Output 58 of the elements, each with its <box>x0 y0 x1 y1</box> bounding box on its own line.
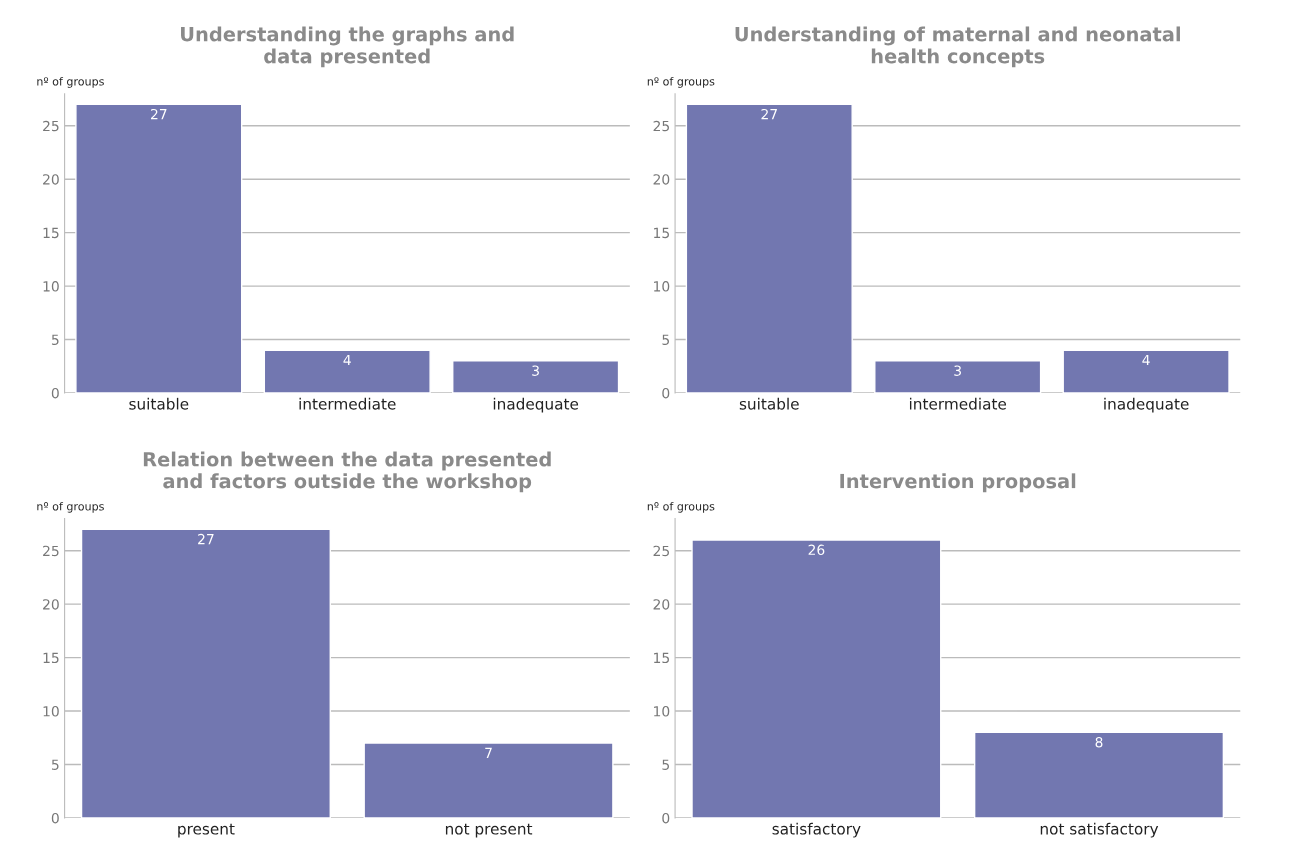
y-axis-title: nº of groups <box>37 501 104 513</box>
data-label: 3 <box>954 365 961 376</box>
y-axis-title: nº of groups <box>647 501 715 513</box>
y-tick-label: 5 <box>662 334 669 346</box>
data-label: 26 <box>808 544 825 556</box>
y-axis-title: nº of groups <box>647 76 715 88</box>
x-tick-label: not satisfactory <box>1040 822 1159 838</box>
y-tick-label: 20 <box>653 174 670 185</box>
y-tick-label: 10 <box>43 706 59 717</box>
x-tick-label: suitable <box>129 397 189 410</box>
bar <box>75 103 243 393</box>
x-tick-label: suitable <box>739 397 799 410</box>
bar <box>685 103 853 393</box>
y-tick-label: 15 <box>654 652 669 664</box>
y-tick-label: 15 <box>654 227 669 239</box>
y-tick-label: 0 <box>662 812 670 824</box>
data-label: 27 <box>150 108 167 120</box>
chart-title: Understanding the graphs and data presented <box>181 26 514 68</box>
y-tick-label: 0 <box>662 387 670 399</box>
chart-title: Understanding of maternal and neonatal health concepts <box>735 26 1180 68</box>
x-tick-label: not present <box>445 823 533 838</box>
x-tick-label: intermediate <box>909 397 1007 410</box>
y-axis-title: nº of groups <box>37 76 104 88</box>
y-tick-label: 25 <box>43 120 59 132</box>
y-tick-label: 5 <box>51 759 59 770</box>
y-tick-label: 15 <box>43 652 59 664</box>
y-tick-label: 0 <box>51 387 59 399</box>
y-tick-label: 5 <box>662 759 669 770</box>
y-tick-label: 5 <box>51 334 59 346</box>
x-tick-label: inadequate <box>1104 397 1189 413</box>
y-tick-label: 25 <box>43 545 59 557</box>
y-tick-label: 10 <box>654 281 670 292</box>
data-label: 8 <box>1095 736 1103 748</box>
y-tick-label: 10 <box>43 281 59 292</box>
bar <box>874 360 1042 393</box>
y-tick-label: 25 <box>653 120 669 132</box>
bar <box>1062 349 1230 393</box>
x-tick-label: satisfactory <box>772 822 861 838</box>
x-tick-label: inadequate <box>493 397 579 413</box>
y-tick-label: 10 <box>654 706 670 717</box>
y-tick-label: 0 <box>51 812 59 824</box>
data-label: 4 <box>1142 354 1150 366</box>
x-tick-label: present <box>178 823 235 838</box>
chart-title: Intervention proposal <box>840 473 1076 493</box>
data-label: 4 <box>343 354 351 366</box>
data-label: 7 <box>485 747 492 758</box>
y-tick-label: 15 <box>43 227 59 239</box>
data-label: 27 <box>761 108 777 120</box>
y-tick-label: 25 <box>653 545 669 557</box>
y-tick-label: 20 <box>43 599 59 610</box>
data-label: 27 <box>198 533 214 545</box>
y-tick-label: 20 <box>43 174 59 185</box>
x-tick-label: intermediate <box>299 397 396 410</box>
chart-title: Relation between the data presented and factors outside the workshop <box>143 451 551 493</box>
data-label: 3 <box>532 365 539 376</box>
y-tick-label: 20 <box>653 599 670 610</box>
bar <box>452 360 620 393</box>
bar <box>263 349 431 393</box>
